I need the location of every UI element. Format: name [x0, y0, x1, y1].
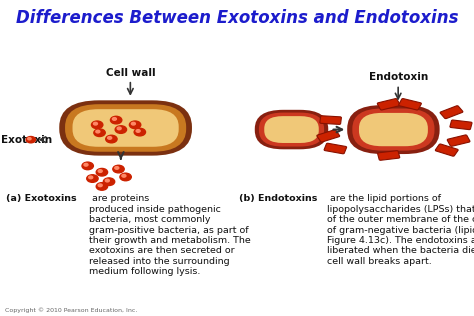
Circle shape: [98, 170, 102, 173]
Text: Exotoxin: Exotoxin: [1, 135, 52, 145]
FancyBboxPatch shape: [352, 108, 435, 151]
Circle shape: [98, 184, 102, 187]
Text: (b) Endotoxins: (b) Endotoxins: [239, 194, 318, 203]
FancyBboxPatch shape: [317, 130, 340, 142]
FancyBboxPatch shape: [347, 105, 439, 154]
FancyBboxPatch shape: [378, 151, 400, 160]
Circle shape: [113, 165, 124, 173]
Circle shape: [94, 129, 105, 137]
Text: Copyright © 2010 Pearson Education, Inc.: Copyright © 2010 Pearson Education, Inc.: [5, 307, 137, 313]
FancyBboxPatch shape: [59, 100, 192, 156]
FancyBboxPatch shape: [65, 104, 186, 152]
Circle shape: [93, 122, 98, 125]
Circle shape: [105, 179, 109, 182]
Circle shape: [120, 173, 131, 181]
Circle shape: [115, 126, 127, 133]
FancyBboxPatch shape: [259, 112, 324, 147]
Circle shape: [122, 174, 126, 177]
Circle shape: [82, 162, 93, 170]
Text: Differences Between Exotoxins and Endotoxins: Differences Between Exotoxins and Endoto…: [16, 9, 458, 27]
Circle shape: [134, 128, 146, 136]
Circle shape: [27, 138, 31, 140]
Circle shape: [112, 118, 117, 120]
Circle shape: [96, 168, 108, 176]
FancyBboxPatch shape: [73, 109, 179, 147]
Circle shape: [108, 137, 112, 139]
FancyBboxPatch shape: [399, 99, 421, 110]
Circle shape: [136, 130, 140, 132]
FancyBboxPatch shape: [377, 99, 400, 110]
FancyBboxPatch shape: [359, 113, 428, 146]
Circle shape: [129, 121, 141, 129]
Circle shape: [84, 163, 88, 166]
Circle shape: [91, 121, 103, 129]
Circle shape: [103, 178, 115, 185]
Circle shape: [117, 127, 121, 130]
Text: Cell wall: Cell wall: [106, 68, 155, 78]
FancyBboxPatch shape: [440, 106, 463, 118]
Circle shape: [96, 183, 108, 190]
Text: Endotoxin: Endotoxin: [368, 72, 428, 82]
FancyBboxPatch shape: [264, 116, 319, 143]
Text: are the lipid portions of
lipopolysaccharides (LPSs) that are part
of the outer : are the lipid portions of lipopolysaccha…: [327, 194, 474, 266]
FancyBboxPatch shape: [450, 120, 472, 130]
FancyBboxPatch shape: [255, 110, 328, 149]
FancyBboxPatch shape: [435, 144, 458, 156]
Circle shape: [115, 167, 119, 169]
Circle shape: [87, 175, 98, 182]
Text: are proteins
produced inside pathogenic
bacteria, most commonly
gram-positive ba: are proteins produced inside pathogenic …: [89, 194, 250, 276]
Circle shape: [106, 135, 117, 143]
FancyBboxPatch shape: [320, 116, 341, 125]
Text: (a) Exotoxins: (a) Exotoxins: [6, 194, 76, 203]
Circle shape: [110, 116, 122, 124]
Circle shape: [131, 122, 136, 125]
Circle shape: [26, 137, 36, 143]
FancyBboxPatch shape: [324, 143, 346, 154]
FancyBboxPatch shape: [447, 135, 470, 146]
Circle shape: [96, 130, 100, 133]
Circle shape: [89, 176, 93, 179]
